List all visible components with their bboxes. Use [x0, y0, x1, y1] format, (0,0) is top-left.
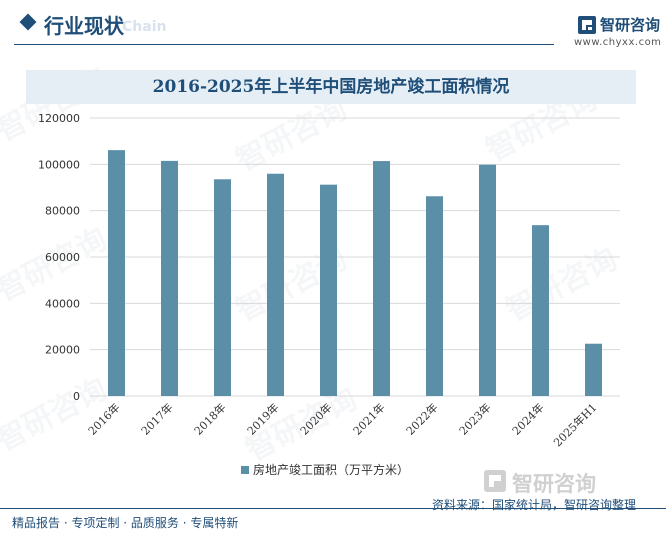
footer-divider [0, 508, 666, 509]
y-tick-label: 120000 [38, 112, 80, 125]
page-header: 行业现状 Chain 智研咨询 www.chyxx.com [0, 0, 666, 48]
bars [108, 150, 602, 396]
bar [532, 225, 549, 396]
x-tick-label: 2021年 [350, 400, 387, 437]
x-tick-label: 2016年 [85, 400, 122, 437]
x-tick-label: 2025年H1 [550, 400, 599, 449]
x-tick-label: 2023年 [456, 400, 493, 437]
x-axis-ticks: 2016年 2017年 2018年 2019年 2020年 2021年 2022年 2023年… [85, 400, 599, 449]
x-tick-label: 2024年 [509, 400, 546, 437]
brand-url: www.chyxx.com [574, 37, 662, 48]
bar [214, 179, 231, 396]
footer-slogan: 精品报告 · 专项定制 · 品质服务 · 专属特新 [12, 516, 239, 530]
legend: 房地产竣工面积（万平方米） [241, 462, 409, 477]
y-tick-label: 100000 [38, 158, 80, 171]
footer-logo-icon [484, 470, 506, 492]
bar [267, 173, 284, 396]
section-title: 行业现状 [44, 14, 124, 38]
bar [108, 150, 125, 396]
x-tick-label: 2018年 [191, 400, 228, 437]
y-tick-label: 60000 [45, 251, 80, 264]
x-tick-label: 2022年 [403, 400, 440, 437]
y-tick-label: 40000 [45, 297, 80, 310]
chart-title-bar: 2016-2025年上半年中国房地产竣工面积情况 [26, 70, 636, 104]
section-subtitle: Chain [122, 19, 167, 35]
bar [426, 196, 443, 396]
legend-label: 房地产竣工面积（万平方米） [253, 462, 409, 477]
bar [161, 160, 178, 396]
bar [373, 161, 390, 396]
brand-logo-icon [578, 16, 596, 34]
y-axis-ticks: 0 20000 40000 60000 80000 100000 120000 [38, 112, 80, 403]
data-source: 资料来源：国家统计局，智研咨询整理 [432, 498, 637, 512]
header-divider [14, 44, 554, 45]
y-tick-label: 0 [73, 390, 80, 403]
chart-title: 2016-2025年上半年中国房地产竣工面积情况 [152, 77, 510, 97]
x-tick-label: 2020年 [297, 400, 334, 437]
x-tick-label: 2017年 [138, 400, 175, 437]
bar [585, 343, 602, 396]
y-tick-label: 80000 [45, 205, 80, 218]
x-tick-label: 2019年 [244, 400, 281, 437]
footer-logo-text: 智研咨询 [512, 472, 596, 496]
bar [320, 184, 337, 396]
brand-name: 智研咨询 [600, 16, 661, 34]
bar [479, 164, 496, 396]
grid-layer [90, 117, 620, 397]
legend-swatch [241, 466, 249, 474]
y-tick-label: 20000 [45, 344, 80, 357]
